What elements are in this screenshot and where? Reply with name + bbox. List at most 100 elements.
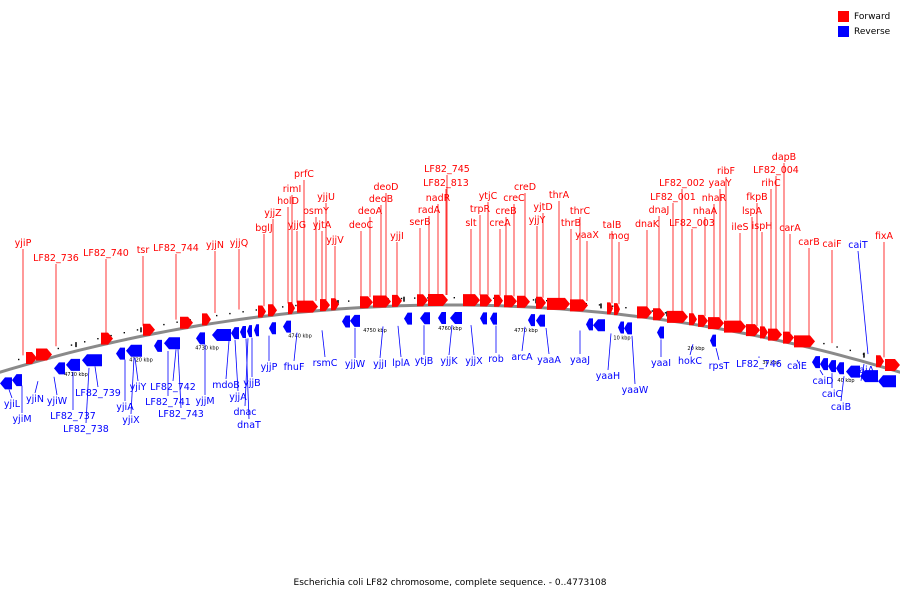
reverse-gene-label[interactable]: caiD [813,376,834,387]
reverse-gene-label[interactable]: yjjW [345,359,366,370]
forward-gene-label[interactable]: talB [603,220,622,231]
reverse-gene-arrow[interactable] [212,329,231,342]
forward-gene-arrow[interactable] [101,332,113,345]
forward-gene-arrow[interactable] [26,351,37,364]
reverse-gene-label[interactable]: yjiA [116,402,134,413]
forward-gene-label[interactable]: yjtA [313,220,332,231]
forward-gene-label[interactable]: yjjQ [230,238,248,249]
reverse-gene-arrow[interactable] [820,358,828,371]
reverse-gene-arrow[interactable] [247,325,252,338]
forward-gene-arrow[interactable] [783,331,794,344]
reverse-gene-arrow[interactable] [438,312,446,325]
reverse-gene-arrow[interactable] [116,347,125,360]
reverse-gene-label[interactable]: yjjI [373,359,387,370]
reverse-gene-label[interactable]: yjiL [4,399,21,410]
forward-gene-label[interactable]: yjjV [326,235,344,246]
forward-gene-label[interactable]: creB [495,206,516,217]
reverse-gene-arrow[interactable] [828,360,836,373]
reverse-gene-arrow[interactable] [420,312,430,325]
reverse-gene-arrow[interactable] [164,337,180,350]
reverse-gene-label[interactable]: yjjM [195,396,214,407]
forward-gene-label[interactable]: yjjG [288,220,306,231]
forward-gene-arrow[interactable] [373,295,391,308]
reverse-gene-label[interactable]: ytjB [415,356,434,367]
reverse-gene-arrow[interactable] [657,326,664,339]
forward-gene-label[interactable]: osmY [303,206,329,217]
forward-gene-arrow[interactable] [417,294,428,307]
forward-gene-label[interactable]: deoD [373,182,398,193]
forward-gene-label[interactable]: LF82_004 [753,165,799,176]
forward-gene-label[interactable]: LF82_744 [153,243,199,254]
reverse-gene-arrow[interactable] [254,324,259,337]
forward-gene-label[interactable]: nadR [426,193,451,204]
reverse-gene-arrow[interactable] [342,315,350,328]
forward-gene-label[interactable]: prfC [294,169,314,180]
forward-gene-label[interactable]: ileS [731,222,748,233]
forward-gene-arrow[interactable] [360,296,373,309]
reverse-gene-arrow[interactable] [196,332,205,345]
reverse-gene-arrow[interactable] [536,314,545,327]
forward-gene-arrow[interactable] [536,296,546,309]
reverse-gene-arrow[interactable] [450,312,462,325]
reverse-gene-label[interactable]: yjjB [243,378,260,389]
forward-gene-arrow[interactable] [724,320,746,333]
forward-gene-arrow[interactable] [180,316,193,329]
forward-gene-arrow[interactable] [517,295,530,308]
forward-gene-arrow[interactable] [708,317,724,330]
reverse-gene-label[interactable]: yjiW [47,396,68,407]
forward-gene-label[interactable]: rimI [283,184,302,195]
reverse-gene-arrow[interactable] [240,325,246,338]
forward-gene-label[interactable]: nhaA [693,206,718,217]
reverse-gene-label[interactable]: yaaJ [570,355,590,366]
reverse-gene-label[interactable]: LF82_742 [150,382,196,393]
forward-gene-label[interactable]: tsr [137,245,150,256]
reverse-gene-label[interactable]: yjjP [261,362,278,373]
reverse-gene-arrow[interactable] [350,314,360,327]
reverse-gene-label[interactable]: yjjA [229,392,247,403]
forward-gene-arrow[interactable] [794,335,815,348]
reverse-gene-arrow[interactable] [586,318,593,331]
reverse-gene-label[interactable]: yjiX [122,415,140,426]
forward-gene-label[interactable]: yjiP [15,238,32,249]
forward-gene-arrow[interactable] [607,302,613,315]
reverse-gene-arrow[interactable] [54,362,65,375]
forward-gene-label[interactable]: yaaY [708,178,731,189]
reverse-gene-arrow[interactable] [126,344,142,357]
forward-gene-label[interactable]: creA [489,218,511,229]
forward-gene-arrow[interactable] [288,302,295,315]
reverse-gene-label[interactable]: LF82_746 [736,359,782,370]
reverse-gene-label[interactable]: LF82_741 [145,397,191,408]
forward-gene-label[interactable]: LF82_002 [659,178,705,189]
forward-gene-label[interactable]: radA [418,205,441,216]
forward-gene-label[interactable]: trpR [470,204,491,215]
forward-gene-label[interactable]: caiF [822,239,841,250]
forward-gene-label[interactable]: yjjZ [264,208,282,219]
forward-gene-label[interactable]: dnaJ [649,205,670,216]
forward-gene-label[interactable]: creC [503,193,525,204]
forward-gene-label[interactable]: fixA [875,231,894,242]
reverse-gene-label[interactable]: yjjX [465,356,483,367]
forward-gene-arrow[interactable] [297,300,318,313]
forward-gene-label[interactable]: deoC [349,220,374,231]
reverse-gene-label[interactable]: yjiY [130,382,147,393]
forward-gene-arrow[interactable] [667,310,688,323]
forward-gene-label[interactable]: LF82_736 [33,253,79,264]
reverse-gene-label[interactable]: yjjK [440,356,458,367]
forward-gene-arrow[interactable] [570,299,588,312]
reverse-gene-label[interactable]: rob [488,354,504,365]
reverse-gene-arrow[interactable] [404,312,412,325]
forward-gene-label[interactable]: dapB [772,152,796,163]
forward-gene-arrow[interactable] [143,323,155,336]
reverse-gene-arrow[interactable] [836,362,844,375]
reverse-gene-label[interactable]: lplA [392,358,410,369]
forward-gene-label[interactable]: thrB [561,218,581,229]
reverse-gene-label[interactable]: rsmC [313,358,338,369]
forward-gene-label[interactable]: yaaX [575,230,599,241]
forward-gene-label[interactable]: bglJ [255,223,273,234]
forward-gene-arrow[interactable] [268,304,277,317]
forward-gene-arrow[interactable] [320,299,330,312]
reverse-gene-arrow[interactable] [66,358,80,371]
forward-gene-arrow[interactable] [480,294,492,307]
forward-gene-arrow[interactable] [463,294,480,307]
